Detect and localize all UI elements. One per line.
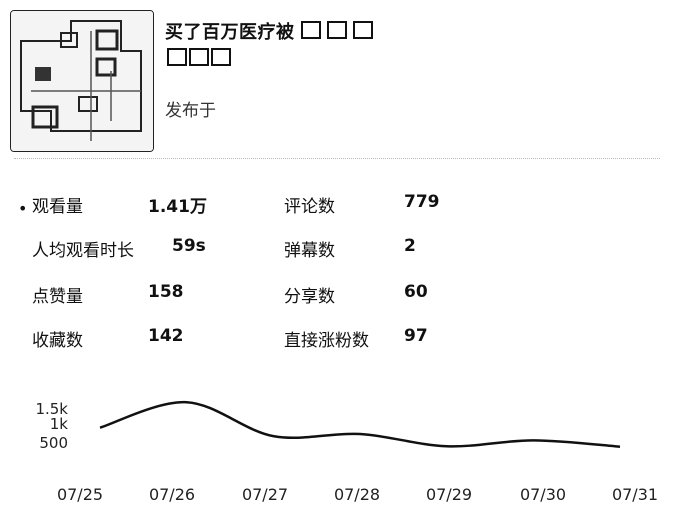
stat-label-shares: 分享数: [284, 287, 335, 307]
x-tick-label: 07/28: [334, 485, 380, 504]
stat-value-avg-watch-time: 59s: [172, 236, 206, 256]
publish-time: 发布于: [165, 101, 216, 121]
x-tick-label: 07/29: [426, 485, 472, 504]
stat-label-favorites: 收藏数: [32, 331, 83, 351]
video-subtitle: [165, 48, 231, 70]
stat-label-danmaku: 弹幕数: [284, 241, 335, 261]
x-tick-label: 07/25: [57, 485, 103, 504]
stat-label-new-followers: 直接涨粉数: [284, 331, 369, 351]
stat-label-comments: 评论数: [284, 197, 335, 217]
redacted-glyph-icon: [167, 48, 187, 66]
stat-label-avg-watch-time: 人均观看时长: [32, 241, 134, 261]
redacted-glyph-icon: [352, 21, 373, 39]
redacted-glyph-icon: [300, 21, 321, 39]
redacted-glyph-icon: [211, 48, 231, 66]
video-title[interactable]: 买了百万医疗被: [165, 18, 373, 44]
stat-value-comments: 779: [404, 192, 440, 212]
divider: [14, 158, 660, 159]
stat-label-views: 观看量: [32, 197, 83, 217]
x-tick-label: 07/26: [149, 485, 195, 504]
x-tick-label: 07/30: [520, 485, 566, 504]
stat-value-likes: 158: [148, 282, 184, 302]
y-tick-label: 1.5k: [35, 400, 68, 418]
y-tick-label: 500: [39, 434, 68, 452]
redacted-glyph-icon: [326, 21, 347, 39]
x-tick-label: 07/27: [242, 485, 288, 504]
video-thumbnail[interactable]: [10, 10, 154, 152]
stat-label-likes: 点赞量: [32, 287, 83, 307]
bullet-icon: •: [18, 199, 28, 218]
stat-value-new-followers: 97: [404, 326, 428, 346]
stat-value-favorites: 142: [148, 326, 184, 346]
video-title-text: 买了百万医疗被: [165, 22, 295, 43]
stat-value-views: 1.41万: [148, 197, 207, 217]
x-tick-label: 07/31: [612, 485, 658, 504]
redacted-glyph-icon: [189, 48, 209, 66]
stat-value-shares: 60: [404, 282, 428, 302]
y-tick-label: 1k: [50, 415, 69, 433]
stat-value-danmaku: 2: [404, 236, 416, 256]
series-line: [99, 400, 621, 448]
